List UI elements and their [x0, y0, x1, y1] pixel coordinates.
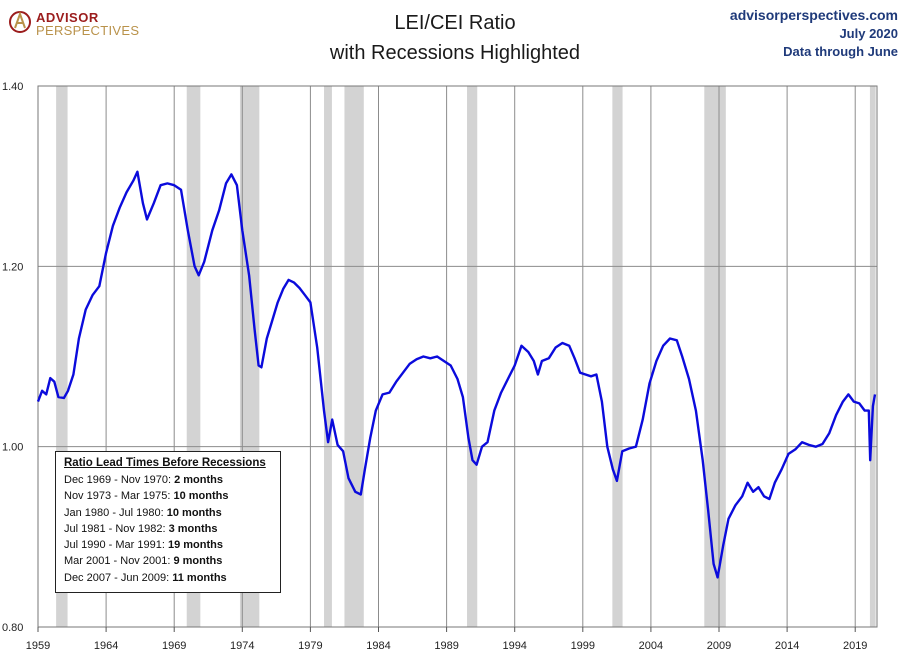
recession-band	[324, 86, 332, 627]
x-tick-label: 1964	[94, 640, 118, 652]
plot-frame	[37, 85, 878, 628]
data-through-note: Data through June	[783, 44, 898, 59]
note-lead: 2 months	[174, 474, 223, 486]
x-tick-label: 1974	[230, 640, 254, 652]
chart-title-line1: LEI/CEI Ratio	[394, 12, 516, 34]
y-axis-ticks: 0.80 1.00 1.20 1.40	[2, 81, 23, 634]
publish-date: July 2020	[839, 26, 898, 41]
x-tick-label: 1999	[571, 640, 595, 652]
x-tick-label: 2004	[639, 640, 663, 652]
x-axis-ticks: 1959 1964 1969 1974 1979 1984 1989 1994 1999 2004…	[26, 627, 867, 652]
recession-band	[869, 86, 876, 627]
recession-band	[704, 86, 726, 627]
note-period: Dec 1969 - Nov 1970:	[64, 474, 172, 486]
note-period: Mar 2001 - Nov 2001:	[64, 555, 171, 568]
advisor-perspectives-logo: ADVISOR PERSPECTIVES	[8, 8, 140, 38]
note-lead: 9 months	[173, 555, 223, 568]
logo-text-perspectives: PERSPECTIVES	[36, 23, 140, 38]
note-period: Jul 1990 - Mar 1991:	[64, 539, 165, 552]
note-row: Jul 1990 - Mar 1991: 19 months	[64, 537, 280, 553]
note-title: Ratio Lead Times Before Recessions	[64, 457, 266, 469]
recession-band	[344, 86, 364, 627]
x-tick-label: 1959	[26, 640, 50, 652]
note-lead: 11 months	[172, 571, 227, 584]
x-tick-label: 2014	[775, 640, 799, 652]
note-lead: 3 months	[168, 522, 218, 535]
chart-title-line2: with Recessions Highlighted	[329, 42, 581, 64]
note-period: Nov 1973 - Mar 1975:	[64, 490, 171, 503]
note-period: Dec 2007 - Jun 2009:	[64, 571, 170, 584]
logo-text-advisor: ADVISOR	[36, 10, 99, 25]
note-row: Dec 1969 - Nov 1970: 2 months	[64, 472, 280, 488]
note-lead: 10 months	[173, 490, 229, 503]
logo-mark-icon	[9, 11, 31, 33]
note-period: Jan 1980 - Jul 1980:	[64, 506, 164, 519]
lei-cei-ratio-line	[36, 170, 877, 579]
y-tick-label: 0.80	[2, 622, 23, 634]
x-tick-label: 1984	[366, 640, 390, 652]
y-tick-label: 1.00	[2, 442, 23, 454]
note-lead: 10 months	[166, 506, 222, 519]
note-row: Nov 1973 - Mar 1975: 10 months	[64, 488, 280, 504]
note-row: Jul 1981 - Nov 1982: 3 months	[64, 521, 280, 537]
note-row: Mar 2001 - Nov 2001: 9 months	[64, 553, 280, 569]
recession-band	[56, 86, 68, 627]
recession-band	[467, 86, 478, 627]
note-period: Jul 1981 - Nov 1982:	[64, 522, 166, 535]
y-tick-label: 1.20	[2, 261, 23, 273]
note-row: Dec 2007 - Jun 2009: 11 months	[64, 570, 280, 586]
x-tick-label: 1979	[298, 640, 322, 652]
x-tick-label: 2009	[707, 640, 731, 652]
recession-band	[612, 86, 623, 627]
x-tick-label: 2019	[843, 640, 867, 652]
note-lead: 19 months	[167, 539, 223, 552]
x-tick-label: 1969	[162, 640, 186, 652]
lead-times-note: Ratio Lead Times Before Recessions Dec 1…	[55, 451, 281, 593]
x-tick-label: 1989	[434, 640, 458, 652]
x-tick-label: 1994	[502, 640, 526, 652]
site-url: advisorperspectives.com	[729, 7, 898, 23]
y-tick-label: 1.40	[2, 81, 23, 93]
note-row: Jan 1980 - Jul 1980: 10 months	[64, 505, 280, 521]
